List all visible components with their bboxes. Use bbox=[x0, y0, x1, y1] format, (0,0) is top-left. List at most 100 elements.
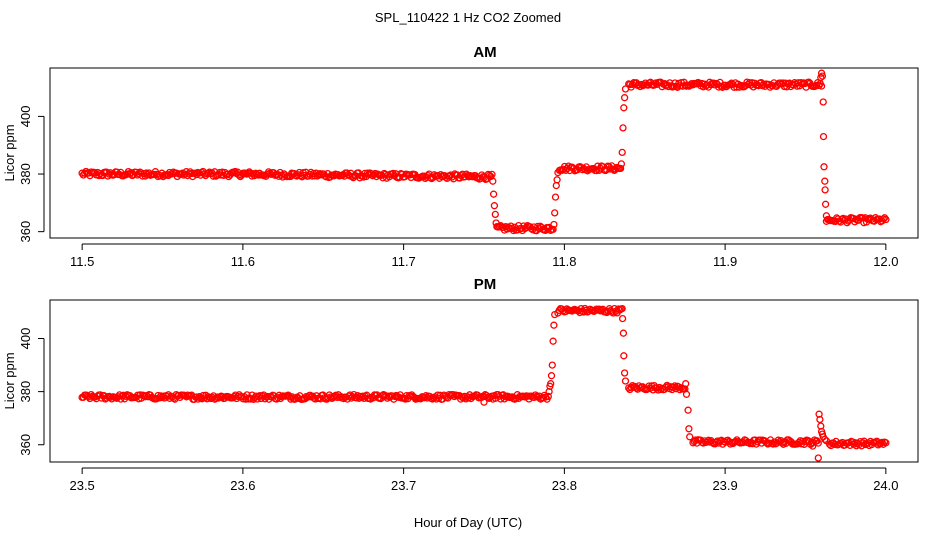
am-x-tick-label: 11.5 bbox=[70, 254, 94, 269]
am-data-point bbox=[817, 82, 826, 90]
pm-data-point bbox=[480, 398, 488, 406]
am-data-point bbox=[820, 163, 828, 171]
pm-panel: PM 23.5 23.6 23.7 23.8 23.9 24.0 360 380 400 Li… bbox=[2, 276, 919, 493]
am-x-tick-label: 11.6 bbox=[231, 254, 255, 269]
pm-data-point bbox=[547, 380, 555, 388]
pm-data-point bbox=[814, 454, 822, 462]
pm-y-axis-label: Licor ppm bbox=[2, 352, 17, 409]
pm-data-point bbox=[242, 395, 250, 403]
am-y-tick-label: 380 bbox=[18, 163, 33, 185]
pm-panel-title: PM bbox=[474, 276, 497, 293]
pm-data-point bbox=[551, 310, 559, 319]
pm-x-tick-label: 23.8 bbox=[552, 478, 577, 493]
pm-data-points bbox=[78, 304, 890, 462]
am-data-point bbox=[549, 225, 557, 234]
am-x-tick-label: 11.7 bbox=[391, 254, 415, 269]
pm-y-tick-label: 360 bbox=[18, 434, 33, 456]
am-data-point bbox=[492, 219, 500, 227]
pm-data-point bbox=[821, 435, 829, 444]
pm-y-tick-label: 380 bbox=[18, 381, 33, 403]
am-data-point bbox=[616, 164, 625, 173]
pm-x-tick-label: 24.0 bbox=[873, 478, 898, 493]
am-data-point bbox=[684, 81, 692, 89]
am-data-point bbox=[819, 132, 828, 141]
am-x-axis: 11.5 11.6 11.7 11.8 11.9 12.0 bbox=[70, 243, 899, 269]
pm-data-point bbox=[684, 406, 692, 414]
pm-data-point bbox=[682, 390, 691, 398]
pm-data-point bbox=[809, 442, 817, 450]
am-data-point bbox=[551, 193, 560, 201]
pm-data-point bbox=[158, 393, 166, 402]
am-data-point bbox=[882, 215, 890, 224]
am-x-tick-label: 11.9 bbox=[713, 254, 737, 269]
am-y-axis-label: Licor ppm bbox=[2, 124, 17, 181]
pm-data-point bbox=[621, 377, 630, 385]
am-data-point bbox=[621, 85, 630, 93]
am-data-point bbox=[880, 214, 889, 222]
am-data-point bbox=[818, 72, 827, 80]
am-data-point bbox=[620, 94, 629, 102]
am-data-point bbox=[618, 148, 626, 157]
pm-data-point bbox=[620, 352, 628, 360]
pm-data-point bbox=[686, 433, 694, 441]
pm-data-point bbox=[620, 369, 629, 377]
am-data-point bbox=[819, 98, 827, 106]
am-data-point bbox=[550, 220, 558, 229]
am-x-tick-label: 11.8 bbox=[552, 254, 576, 269]
am-data-point bbox=[489, 177, 497, 185]
am-plot-frame bbox=[49, 67, 919, 239]
pm-data-point bbox=[682, 380, 690, 388]
pm-data-point bbox=[548, 361, 556, 369]
am-data-point bbox=[721, 81, 729, 89]
pm-data-point bbox=[544, 392, 552, 401]
pm-data-point bbox=[618, 304, 626, 313]
am-data-point bbox=[490, 202, 499, 210]
pm-data-point bbox=[816, 415, 824, 424]
am-data-point bbox=[821, 177, 829, 185]
am-data-point bbox=[491, 210, 499, 219]
pm-data-point bbox=[703, 438, 711, 446]
am-y-tick-label: 400 bbox=[18, 106, 33, 128]
pm-data-point bbox=[619, 329, 628, 337]
pm-plot-frame bbox=[49, 299, 919, 463]
am-data-point bbox=[693, 80, 701, 88]
pm-x-tick-label: 23.9 bbox=[712, 478, 737, 493]
am-panel-title: AM bbox=[473, 44, 496, 61]
figure-title: SPL_110422 1 Hz CO2 Zoomed bbox=[375, 10, 561, 25]
am-x-tick-label: 12.0 bbox=[873, 254, 898, 269]
am-data-point bbox=[821, 186, 829, 194]
am-data-point bbox=[315, 171, 323, 179]
am-y-axis: 360 380 400 bbox=[18, 106, 45, 243]
pm-data-point bbox=[549, 337, 557, 345]
pm-data-point bbox=[550, 321, 558, 329]
pm-data-point bbox=[814, 439, 822, 447]
am-data-point bbox=[553, 176, 561, 184]
am-data-point bbox=[619, 124, 627, 132]
pm-data-point bbox=[213, 393, 222, 401]
am-data-point bbox=[551, 209, 559, 217]
am-data-points bbox=[78, 69, 890, 235]
am-data-point bbox=[817, 73, 825, 82]
am-data-point bbox=[488, 170, 496, 179]
pm-x-tick-label: 23.6 bbox=[230, 478, 255, 493]
am-data-point bbox=[489, 190, 498, 198]
am-data-point bbox=[620, 104, 628, 112]
pm-data-point bbox=[627, 383, 635, 392]
am-data-point bbox=[879, 215, 887, 223]
pm-y-tick-label: 400 bbox=[18, 328, 33, 350]
pm-data-point bbox=[547, 372, 556, 380]
pm-x-tick-label: 23.7 bbox=[391, 478, 416, 493]
am-data-point bbox=[822, 212, 831, 220]
pm-data-point bbox=[822, 437, 831, 445]
am-data-point bbox=[552, 181, 560, 190]
pm-y-axis: 360 380 400 bbox=[18, 328, 45, 456]
am-panel: AM 11.5 11.6 11.7 11.8 11.9 12.0 360 380 400 Li… bbox=[2, 44, 919, 269]
pm-data-point bbox=[618, 314, 627, 323]
pm-x-tick-label: 23.5 bbox=[69, 478, 94, 493]
am-data-point bbox=[554, 168, 562, 177]
pm-data-point bbox=[685, 425, 693, 433]
am-data-point bbox=[821, 200, 830, 208]
am-y-tick-label: 360 bbox=[18, 221, 33, 243]
pm-data-point bbox=[406, 392, 415, 400]
